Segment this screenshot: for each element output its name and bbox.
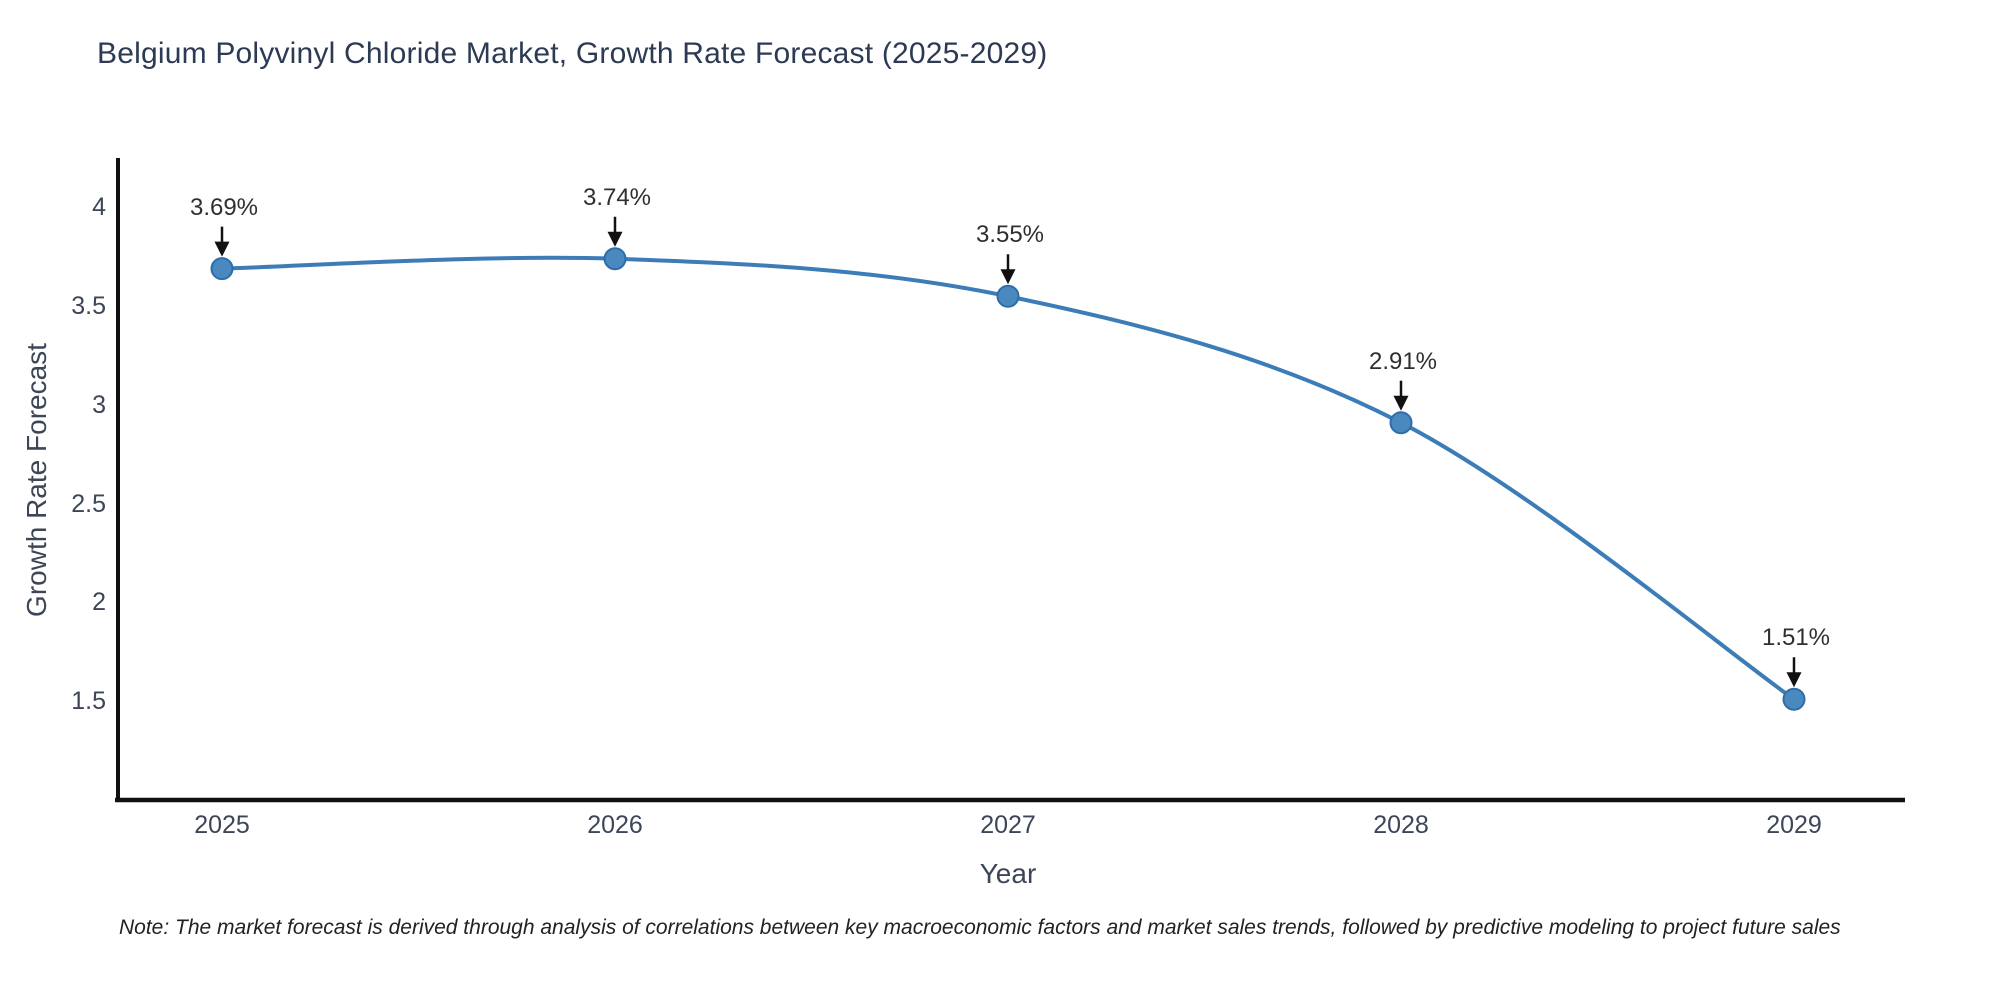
x-tick-label: 2028: [1373, 811, 1429, 839]
annotation-arrow-head: [1000, 269, 1016, 285]
y-tick-label: 1.5: [71, 687, 106, 716]
x-tick-label: 2029: [1766, 811, 1822, 839]
annotation-label: 1.51%: [1761, 624, 1831, 652]
y-tick-label: 2.5: [71, 489, 106, 518]
data-point-marker: [1782, 687, 1806, 711]
annotation-label: 2.91%: [1368, 347, 1438, 375]
x-axis-title: Year: [979, 858, 1037, 889]
y-tick-label: 4: [92, 193, 106, 222]
x-tick-label: 2025: [194, 811, 250, 839]
y-tick-label: 3.5: [71, 292, 106, 321]
annotation-arrow-head: [607, 231, 623, 247]
x-tick-label: 2026: [587, 811, 643, 839]
y-tick-label: 3: [92, 390, 106, 419]
footnote: Note: The market forecast is derived thr…: [119, 916, 1841, 939]
data-point-marker: [603, 247, 627, 271]
annotation-arrow-head: [1786, 672, 1802, 688]
annotation-label: 3.69%: [189, 193, 259, 221]
line-series: [220, 255, 1796, 702]
annotation-arrow-head: [214, 241, 230, 257]
data-point-marker: [996, 284, 1020, 308]
chart-title: Belgium Polyvinyl Chloride Market, Growt…: [97, 37, 1048, 70]
x-tick-label: 2027: [980, 811, 1036, 839]
annotation-label: 3.74%: [582, 183, 652, 211]
data-point-marker: [1389, 411, 1413, 435]
annotation-arrow-head: [1393, 395, 1409, 411]
y-tick-label: 2: [92, 588, 106, 617]
data-point-marker: [210, 257, 234, 281]
annotation-label: 3.55%: [975, 221, 1045, 249]
